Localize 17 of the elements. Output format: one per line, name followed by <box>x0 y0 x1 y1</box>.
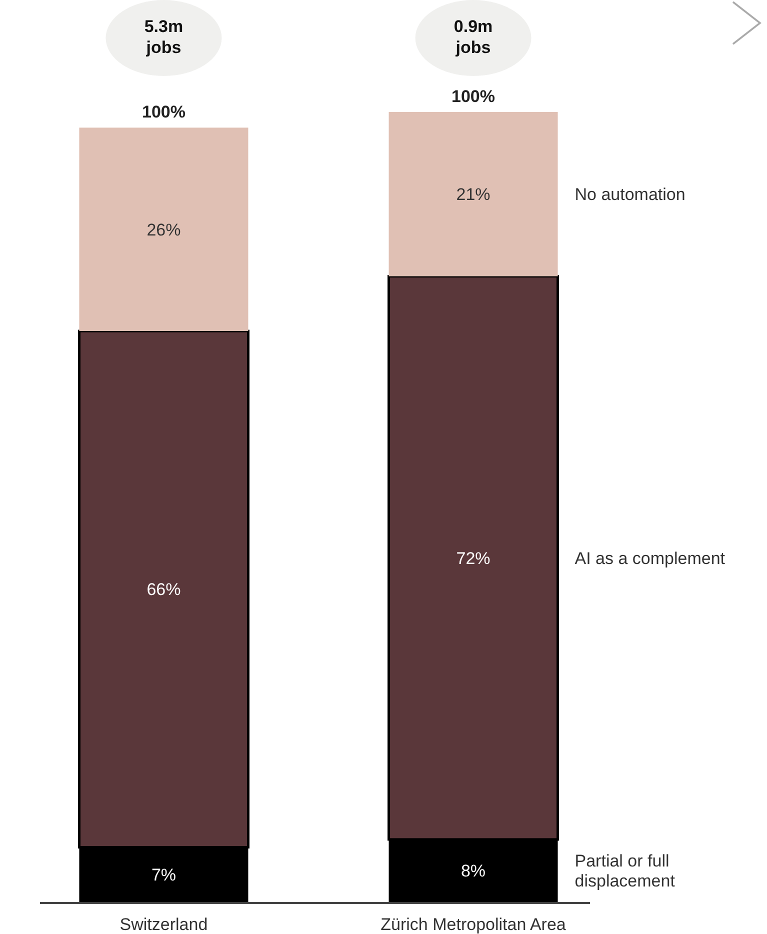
x-tick-label: Zürich Metropolitan Area <box>380 915 566 934</box>
series-label: AI as a complement <box>574 548 726 568</box>
data-label: 26% <box>146 220 181 240</box>
data-label: 8% <box>460 862 486 881</box>
data-label: 21% <box>456 185 490 204</box>
data-label: 7% <box>151 866 176 885</box>
data-label: 72% <box>456 548 490 568</box>
series-label: Partial or full displacement <box>574 852 676 891</box>
text: 5.3m jobs <box>144 17 184 57</box>
bar <box>79 128 248 332</box>
bar <box>388 112 558 276</box>
text: 0.9m jobs <box>454 17 493 57</box>
total-label: 100% <box>452 87 496 106</box>
data-label: 66% <box>146 580 181 600</box>
x-tick-label: Switzerland <box>120 915 208 934</box>
total-label: 100% <box>142 102 186 122</box>
series-label: No automation <box>574 185 686 204</box>
